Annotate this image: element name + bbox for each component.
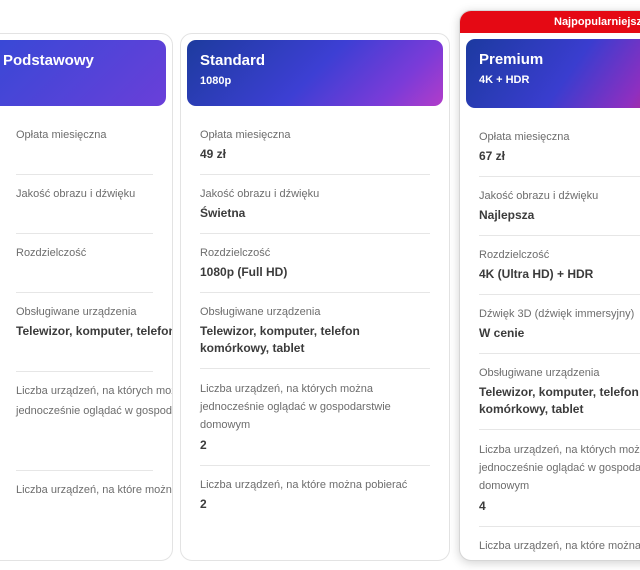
feature-row: Opłata miesięczna 67 zł xyxy=(479,118,640,177)
feature-row: Liczba urządzeń, na które można pobierać… xyxy=(479,527,640,560)
feature-label: Opłata miesięczna xyxy=(200,129,291,141)
plan-card-standard[interactable]: Standard 1080p Opłata miesięczna 49 zł J… xyxy=(180,33,450,561)
feature-row: Jakość obrazu i dźwięku Najlepsza xyxy=(479,177,640,236)
feature-label: Dźwięk 3D (dźwięk immersyjny) xyxy=(479,308,635,320)
feature-label: Rozdzielczość xyxy=(16,247,87,259)
feature-row: Obsługiwane urządzenia Telewizor, komput… xyxy=(479,354,640,430)
feature-label: Rozdzielczość xyxy=(479,249,550,261)
plan-name: Standard xyxy=(200,52,266,69)
feature-row: Rozdzielczość 4K (Ultra HD) + HDR xyxy=(479,236,640,295)
feature-label: Rozdzielczość xyxy=(200,247,271,259)
feature-row: Jakość obrazu i dźwięku xyxy=(16,175,153,234)
feature-label: Liczba urządzeń, na które można pobierać xyxy=(200,479,408,491)
feature-row: Obsługiwane urządzenia Telewizor, komput… xyxy=(16,293,173,372)
feature-row: Liczba urządzeń, na które można pobierać xyxy=(16,471,172,529)
feature-label: Obsługiwane urządzenia xyxy=(479,367,600,379)
feature-list: Opłata miesięczna Jakość obrazu i dźwięk… xyxy=(0,116,172,529)
plan-resolution-tag: 1080p xyxy=(200,75,232,87)
feature-label-line-2: jednocześnie oglądać w gospodarstwie xyxy=(16,405,172,417)
feature-value: W cenie xyxy=(479,326,525,340)
most-popular-badge: Najpopularniejsze xyxy=(460,11,640,33)
feature-label: Liczba urządzeń, na które można pobierać xyxy=(16,484,172,496)
plan-header-standard: Standard 1080p xyxy=(187,40,443,106)
feature-label: Liczba urządzeń, na których można jednoc… xyxy=(200,383,391,431)
feature-value: Telewizor, komputer, telefon komórkowy, … xyxy=(479,385,639,416)
feature-value: Świetna xyxy=(200,206,246,220)
feature-value: 67 zł xyxy=(479,149,506,163)
feature-value xyxy=(16,205,153,222)
feature-label: Obsługiwane urządzenia xyxy=(200,306,321,318)
feature-row: Liczba urządzeń, na których można jednoc… xyxy=(16,372,173,471)
feature-value xyxy=(16,146,153,163)
feature-label: Liczba urządzeń, na które można pobierać xyxy=(479,540,640,552)
feature-row: Opłata miesięczna xyxy=(16,116,153,175)
feature-value: 49 zł xyxy=(200,147,227,161)
plan-name: Premium xyxy=(479,51,544,68)
feature-label: Jakość obrazu i dźwięku xyxy=(479,190,599,202)
feature-value: Telewizor, komputer, telefon komórkowy, … xyxy=(200,324,360,355)
plan-card-premium[interactable]: Najpopularniejsze Premium 4K + HDR Opłat… xyxy=(459,10,640,561)
feature-label: Jakość obrazu i dźwięku xyxy=(16,188,136,200)
feature-label: Jakość obrazu i dźwięku xyxy=(200,188,320,200)
feature-value: 4 xyxy=(479,499,486,513)
feature-list: Opłata miesięczna 67 zł Jakość obrazu i … xyxy=(460,118,640,560)
feature-row: Liczba urządzeń, na których można jednoc… xyxy=(200,369,430,466)
feature-value: Najlepsza xyxy=(479,208,535,222)
feature-row: Dźwięk 3D (dźwięk immersyjny) W cenie xyxy=(479,295,640,354)
feature-row: Jakość obrazu i dźwięku Świetna xyxy=(200,175,430,234)
feature-label: Opłata miesięczna xyxy=(16,129,107,141)
feature-row: Opłata miesięczna 49 zł xyxy=(200,116,430,175)
feature-label: Obsługiwane urządzenia xyxy=(16,306,137,318)
feature-value: 6 xyxy=(479,557,640,560)
feature-value xyxy=(16,501,153,518)
feature-row: Rozdzielczość 1080p (Full HD) xyxy=(200,234,430,293)
feature-value: 2 xyxy=(200,497,207,511)
feature-row: Obsługiwane urządzenia Telewizor, komput… xyxy=(200,293,430,369)
feature-value xyxy=(16,264,153,281)
feature-label: Liczba urządzeń, na których można jednoc… xyxy=(479,444,640,492)
feature-label: Opłata miesięczna xyxy=(479,131,570,143)
plan-header-premium: Premium 4K + HDR xyxy=(466,39,640,108)
plan-card-basic[interactable]: Podstawowy Opłata miesięczna Jakość obra… xyxy=(0,33,173,561)
feature-value xyxy=(16,442,153,459)
plan-name: Podstawowy xyxy=(3,52,94,69)
feature-value: 2 xyxy=(200,438,207,452)
feature-label: Liczba urządzeń, na których można xyxy=(16,385,173,397)
feature-row: Liczba urządzeń, na których można jednoc… xyxy=(479,430,640,527)
feature-label-spacer xyxy=(16,423,153,439)
plan-header-basic: Podstawowy xyxy=(0,40,166,106)
feature-row: Liczba urządzeń, na które można pobierać… xyxy=(200,466,430,524)
plan-resolution-tag: 4K + HDR xyxy=(479,74,530,86)
feature-value: 1080p (Full HD) xyxy=(200,265,288,279)
feature-value: 4K (Ultra HD) + HDR xyxy=(479,267,594,281)
feature-list: Opłata miesięczna 49 zł Jakość obrazu i … xyxy=(181,116,449,524)
feature-value-spacer xyxy=(16,343,153,360)
feature-row: Rozdzielczość xyxy=(16,234,153,293)
feature-value: Telewizor, komputer, telefon komórkowy, xyxy=(16,324,173,338)
